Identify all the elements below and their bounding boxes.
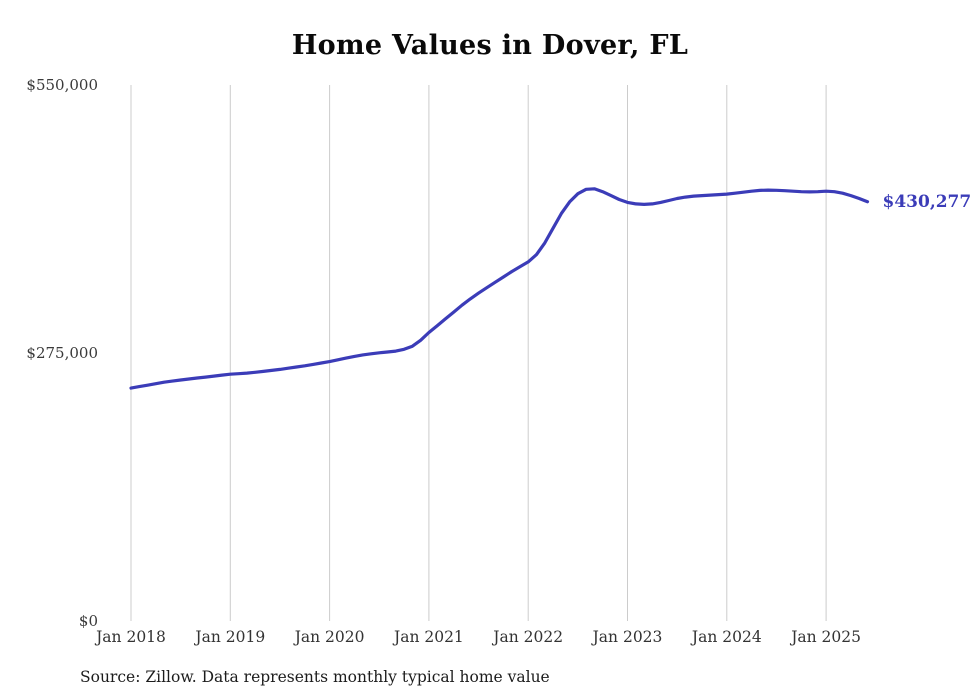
x-axis-label: Jan 2022 [493, 628, 564, 646]
y-axis-label: $275,000 [26, 344, 98, 362]
y-axis-label: $0 [78, 612, 98, 630]
x-axis-label: Jan 2023 [592, 628, 663, 646]
y-axis-label: $550,000 [26, 76, 98, 94]
x-axis-label: Jan 2025 [791, 628, 861, 646]
source-note: Source: Zillow. Data represents monthly … [80, 668, 550, 686]
x-axis-label: Jan 2024 [691, 628, 762, 646]
x-axis-label: Jan 2018 [96, 628, 166, 646]
home-value-line [129, 187, 870, 390]
chart-title: Home Values in Dover, FL [291, 30, 689, 61]
gridlines-group [130, 85, 827, 621]
x-axis-label: Jan 2021 [393, 628, 464, 646]
x-axis-label: Jan 2019 [195, 628, 266, 646]
current-value-label: $430,277 [882, 191, 972, 212]
x-axis-label: Jan 2020 [294, 628, 365, 646]
